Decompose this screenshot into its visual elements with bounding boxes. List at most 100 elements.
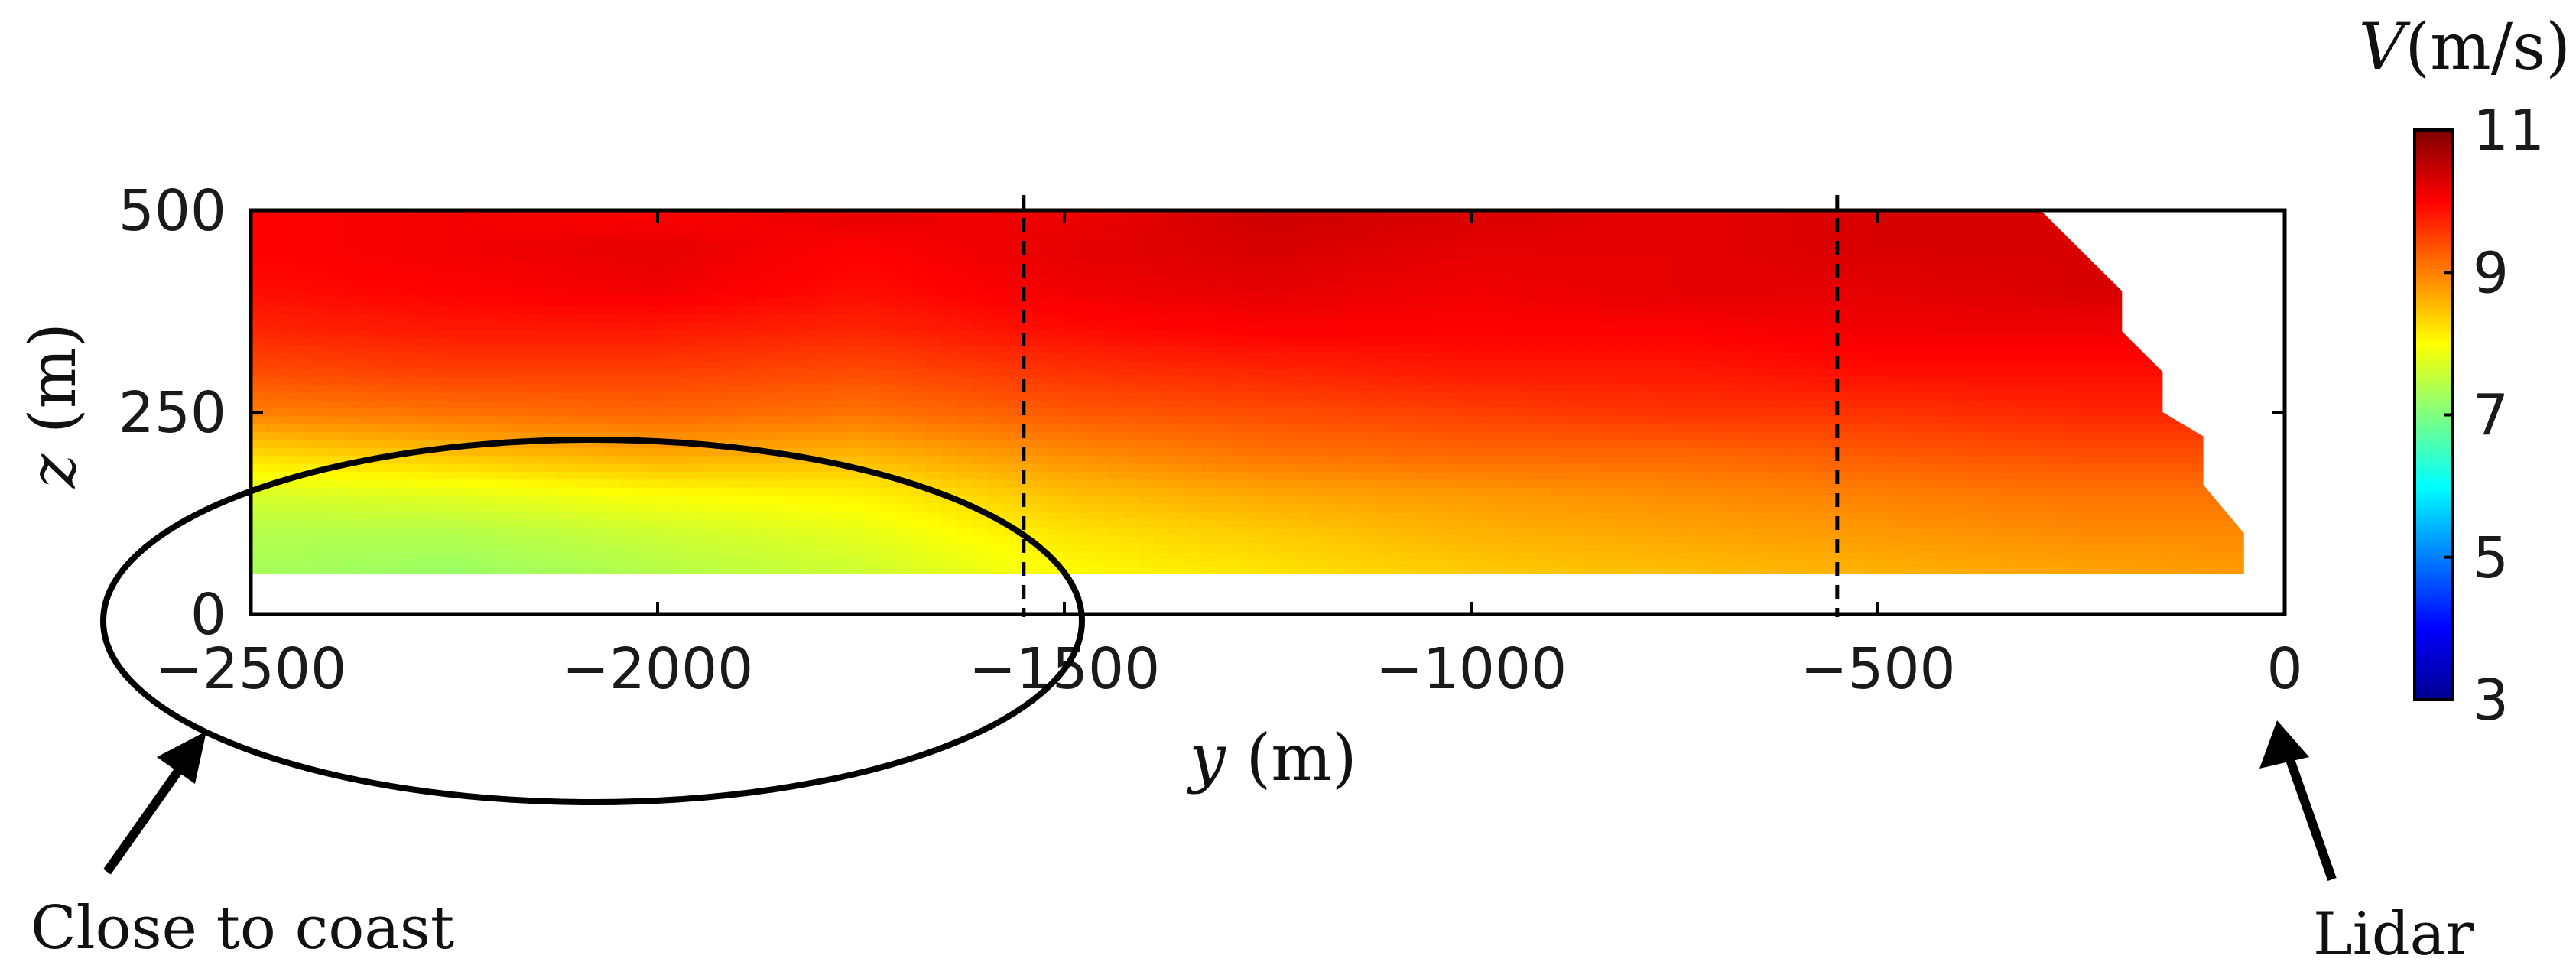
- heatmap-cell: [1845, 249, 1862, 258]
- heatmap-cell: [1048, 526, 1064, 535]
- heatmap-cell: [1308, 455, 1325, 464]
- heatmap-cell: [1217, 242, 1233, 251]
- heatmap-cell: [404, 534, 421, 543]
- heatmap-cell: [1891, 242, 1908, 251]
- heatmap-cell: [343, 470, 359, 480]
- heatmap-cell: [1369, 218, 1386, 227]
- heatmap-cell: [649, 534, 666, 543]
- heatmap-cell: [1645, 463, 1662, 472]
- heatmap-cell: [879, 502, 896, 512]
- heatmap-cell: [480, 534, 497, 543]
- heatmap-cell: [1523, 281, 1540, 291]
- heatmap-cell: [1155, 257, 1172, 267]
- heatmap-cell: [1508, 494, 1525, 504]
- heatmap-cell: [1078, 526, 1095, 535]
- heatmap-cell: [526, 375, 543, 385]
- heatmap-cell: [710, 304, 727, 314]
- heatmap-cell: [1354, 360, 1371, 369]
- heatmap-cell: [1707, 526, 1724, 535]
- heatmap-cell: [1400, 455, 1417, 464]
- heatmap-cell: [1385, 423, 1402, 433]
- heatmap-cell: [1799, 328, 1816, 338]
- heatmap-cell: [710, 265, 727, 275]
- heatmap-cell: [1339, 218, 1356, 227]
- heatmap-cell: [940, 368, 957, 377]
- heatmap-cell: [1784, 281, 1801, 291]
- heatmap-cell: [603, 242, 620, 251]
- heatmap-cell: [573, 328, 590, 338]
- heatmap-cell: [726, 233, 742, 243]
- heatmap-cell: [649, 565, 666, 574]
- heatmap-cell: [1554, 518, 1571, 528]
- heatmap-cell: [1247, 455, 1264, 464]
- heatmap-cell: [1477, 218, 1494, 227]
- heatmap-cell: [680, 368, 697, 377]
- heatmap-cell: [1523, 439, 1540, 448]
- heatmap-cell: [358, 408, 375, 417]
- heatmap-cell: [833, 218, 850, 227]
- heatmap-cell: [1462, 368, 1479, 377]
- heatmap-cell: [1262, 470, 1279, 480]
- heatmap-cell: [511, 257, 528, 267]
- heatmap-cell: [419, 486, 436, 496]
- heatmap-cell: [1247, 273, 1264, 282]
- heatmap-cell: [1447, 463, 1463, 472]
- heatmap-cell: [879, 479, 896, 488]
- heatmap-cell: [450, 423, 466, 433]
- heatmap-cell: [1753, 304, 1770, 314]
- heatmap-cell: [557, 565, 574, 574]
- heatmap-cell: [1171, 494, 1187, 504]
- heatmap-cell: [281, 510, 298, 519]
- heatmap-cell: [1278, 550, 1294, 559]
- heatmap-cell: [465, 470, 482, 480]
- heatmap-cell: [1753, 541, 1770, 551]
- heatmap-cell: [895, 557, 911, 567]
- heatmap-cell: [588, 463, 605, 472]
- heatmap-cell: [1447, 281, 1463, 291]
- heatmap-cell: [1462, 455, 1479, 464]
- heatmap-cell: [1707, 439, 1724, 448]
- heatmap-cell: [1538, 273, 1555, 282]
- heatmap-cell: [756, 304, 773, 314]
- heatmap-cell: [1707, 226, 1724, 235]
- heatmap-cell: [1109, 384, 1126, 393]
- heatmap-cell: [1845, 518, 1862, 528]
- heatmap-cell: [971, 297, 988, 306]
- heatmap-cell: [1477, 518, 1494, 528]
- heatmap-cell: [1247, 375, 1264, 385]
- heatmap-cell: [1676, 486, 1693, 496]
- heatmap-cell: [434, 265, 451, 275]
- heatmap-cell: [772, 557, 788, 567]
- heatmap-cell: [619, 368, 635, 377]
- heatmap-cell: [327, 384, 344, 393]
- heatmap-cell: [1584, 304, 1601, 314]
- heatmap-cell: [511, 273, 528, 282]
- heatmap-cell: [864, 313, 881, 322]
- heatmap-cell: [1354, 297, 1371, 306]
- heatmap-cell: [1799, 494, 1816, 504]
- heatmap-cell: [634, 226, 651, 235]
- heatmap-cell: [388, 368, 405, 377]
- heatmap-cell: [1876, 257, 1892, 267]
- heatmap-cell: [1155, 415, 1172, 424]
- heatmap-cell: [1769, 289, 1785, 298]
- heatmap-cell: [358, 557, 375, 567]
- heatmap-cell: [1845, 423, 1862, 433]
- heatmap-cell: [710, 281, 727, 291]
- heatmap-cell: [1538, 384, 1555, 393]
- heatmap-cell: [1155, 328, 1172, 338]
- heatmap-cell: [1155, 360, 1172, 369]
- heatmap-cell: [1217, 336, 1233, 346]
- heatmap-cell: [1600, 297, 1616, 306]
- heatmap-cell: [603, 415, 620, 424]
- heatmap-cell: [312, 526, 329, 535]
- heatmap-cell: [526, 423, 543, 433]
- heatmap-cell: [1554, 486, 1571, 496]
- heatmap-cell: [1645, 439, 1662, 448]
- heatmap-cell: [1063, 336, 1080, 346]
- heatmap-cell: [1400, 494, 1417, 504]
- heatmap-cell: [1814, 392, 1831, 401]
- heatmap-cell: [741, 463, 758, 472]
- heatmap-cell: [1186, 541, 1203, 551]
- heatmap-cell: [1032, 526, 1049, 535]
